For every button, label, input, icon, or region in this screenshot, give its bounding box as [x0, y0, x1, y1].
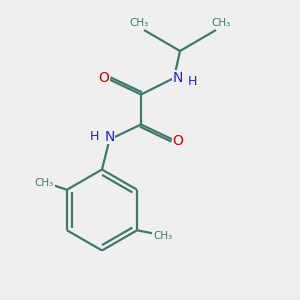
- Text: H: H: [188, 75, 197, 88]
- Text: CH₃: CH₃: [153, 231, 172, 241]
- Text: N: N: [172, 71, 183, 85]
- Text: CH₃: CH₃: [35, 178, 54, 188]
- Text: O: O: [172, 134, 183, 148]
- Text: O: O: [99, 71, 110, 85]
- Text: CH₃: CH₃: [130, 18, 149, 28]
- Text: N: N: [104, 130, 115, 143]
- Text: CH₃: CH₃: [211, 18, 230, 28]
- Text: H: H: [90, 130, 99, 143]
